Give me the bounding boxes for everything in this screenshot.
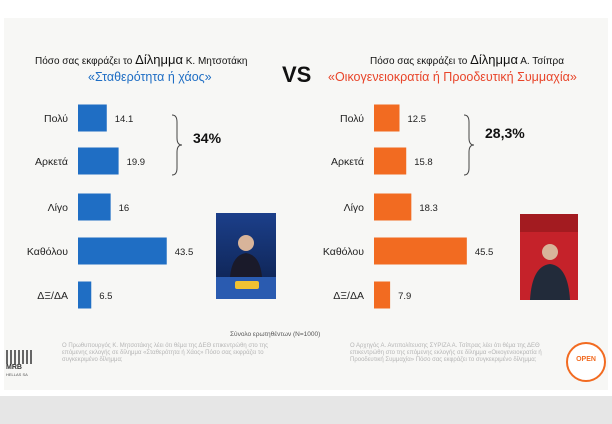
left-question-prefix: Πόσο σας εκφράζει το xyxy=(35,56,133,67)
category-label: Λίγο xyxy=(48,202,69,214)
bar xyxy=(374,104,400,132)
bar xyxy=(78,147,119,175)
bar xyxy=(78,193,111,221)
open-logo: OPEN xyxy=(566,342,606,382)
bar xyxy=(78,104,107,132)
mrb-logo: MRB HELLAS SA xyxy=(6,350,34,378)
bar xyxy=(78,281,92,309)
bar xyxy=(374,281,391,309)
category-label: ΔΞ/ΔΑ xyxy=(333,290,364,302)
left-question: Πόσο σας εκφράζει το Δίλημμα Κ. Μητσοτάκ… xyxy=(35,52,247,67)
category-label: ΔΞ/ΔΑ xyxy=(37,290,68,302)
mitsotakis-photo xyxy=(216,213,276,299)
right-subtitle: «Οικογενειοκρατία ή Προοδευτική Συμμαχία… xyxy=(328,70,577,84)
value-label: 16 xyxy=(119,203,130,214)
video-frame-top xyxy=(0,0,612,14)
left-subtitle: «Σταθερότητα ή χάος» xyxy=(88,70,212,84)
mrb-logo-text: MRB xyxy=(6,364,22,371)
left-footnote: Ο Πρωθυπουργός Κ. Μητσοτάκης λέει ότι θέ… xyxy=(62,343,269,363)
left-bar-chart: Πολύ 14.1 Αρκετά 19.9 Λίγο 16 Καθόλου 43.5 ΔΞ/ΔΑ… xyxy=(27,104,194,309)
mrb-logo-subtext: HELLAS SA xyxy=(6,372,28,377)
bar xyxy=(78,237,167,265)
value-label: 18.3 xyxy=(419,203,438,214)
value-label: 12.5 xyxy=(408,114,427,125)
value-label: 14.1 xyxy=(115,114,134,125)
value-label: 15.8 xyxy=(414,157,433,168)
category-label: Πολύ xyxy=(340,113,364,125)
sample-size-note: Σύνολο ερωτηθέντων (N=1000) xyxy=(230,331,321,338)
left-total-brace xyxy=(171,114,183,176)
value-label: 43.5 xyxy=(175,247,194,258)
right-total-brace xyxy=(463,114,475,176)
video-frame-bottom xyxy=(0,396,612,424)
vs-label: VS xyxy=(282,62,312,87)
right-total-label: 28,3% xyxy=(485,125,525,141)
left-total-label: 34% xyxy=(193,130,222,146)
value-label: 45.5 xyxy=(475,247,494,258)
category-label: Καθόλου xyxy=(27,246,68,258)
category-label: Αρκετά xyxy=(331,156,364,168)
open-logo-text: OPEN xyxy=(576,356,596,363)
bar xyxy=(374,193,412,221)
value-label: 19.9 xyxy=(127,157,146,168)
right-bar-chart: Πολύ 12.5 Αρκετά 15.8 Λίγο 18.3 Καθόλου 45.5 ΔΞ/… xyxy=(323,104,494,309)
category-label: Καθόλου xyxy=(323,246,364,258)
value-label: 7.9 xyxy=(398,291,411,302)
right-question: Πόσο σας εκφράζει το Δίλημμα Α. Τσίπρα xyxy=(370,52,564,67)
category-label: Αρκετά xyxy=(35,156,68,168)
bar xyxy=(374,237,467,265)
category-label: Πολύ xyxy=(44,113,68,125)
right-question-name: Α. Τσίπρα xyxy=(520,56,565,67)
right-footnote: Ο Αρχηγός Α. Αντιπολίτευσης ΣΥΡΙΖΑ Α. Τσ… xyxy=(350,343,542,363)
category-label: Λίγο xyxy=(344,202,365,214)
mrb-logo-mark xyxy=(6,350,32,364)
left-question-name: Κ. Μητσοτάκη xyxy=(185,56,248,67)
left-question-dilemma: Δίλημμα xyxy=(135,52,183,67)
value-label: 6.5 xyxy=(99,291,112,302)
bar xyxy=(374,147,407,175)
right-question-prefix: Πόσο σας εκφράζει το xyxy=(370,56,468,67)
tsipras-photo xyxy=(520,214,578,300)
right-question-dilemma: Δίλημμα xyxy=(470,52,518,67)
